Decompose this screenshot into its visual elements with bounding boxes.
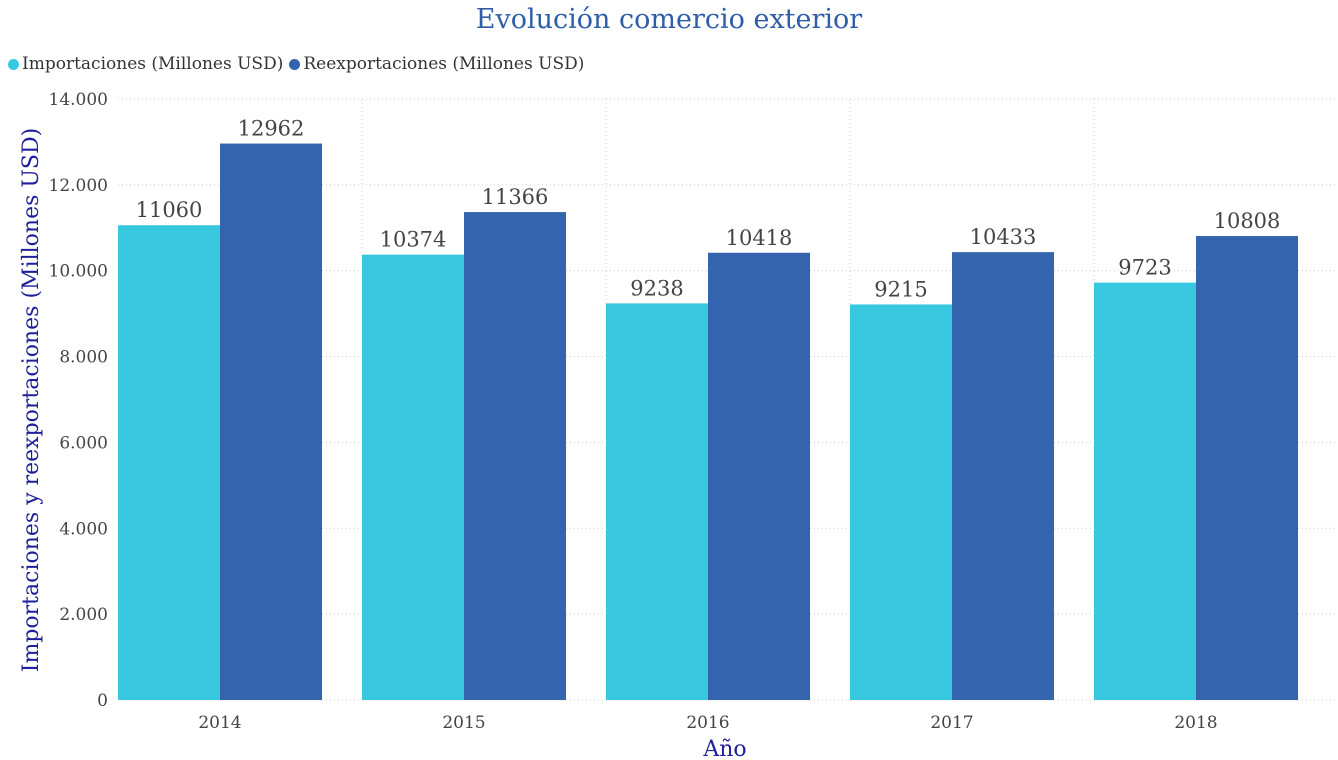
data-label: 10808 — [1214, 209, 1281, 233]
data-label: 10433 — [970, 225, 1037, 249]
bar-importaciones-2016[interactable] — [606, 303, 708, 700]
bar-reexportaciones-2017[interactable] — [952, 252, 1054, 700]
y-tick-label: 14.000 — [49, 90, 108, 110]
y-tick-label: 2.000 — [59, 605, 108, 625]
bar-reexportaciones-2014[interactable] — [220, 143, 322, 700]
data-labels: 11060 12962 10374 11366 9238 10418 9215 10433 97… — [136, 117, 1281, 302]
y-axis-title: Importaciones y reexportaciones (Millone… — [19, 128, 44, 672]
legend-label: Reexportaciones (Millones USD) — [303, 54, 585, 74]
x-tick-label: 2015 — [442, 713, 485, 733]
legend-dot-icon — [289, 58, 301, 70]
y-tick-label: 8.000 — [59, 348, 108, 368]
x-tick-label: 2017 — [930, 713, 973, 733]
legend: Importaciones (Millones USD) Reexportaci… — [8, 54, 590, 74]
data-label: 9238 — [630, 276, 683, 300]
x-tick-label: 2016 — [686, 713, 729, 733]
data-label: 10374 — [380, 228, 447, 252]
data-label: 12962 — [238, 117, 305, 141]
data-label: 11366 — [482, 185, 549, 209]
data-label: 9215 — [874, 277, 927, 301]
bar-importaciones-2018[interactable] — [1094, 282, 1196, 700]
data-label: 10418 — [726, 226, 793, 250]
chart-title: Evolución comercio exterior — [475, 4, 863, 35]
bar-reexportaciones-2016[interactable] — [708, 252, 810, 700]
y-tick-label: 12.000 — [49, 176, 108, 196]
bars — [118, 143, 1298, 700]
legend-item-importaciones[interactable]: Importaciones (Millones USD) — [8, 54, 283, 74]
x-axis-title: Año — [702, 737, 746, 760]
y-tick-label: 0 — [97, 691, 108, 711]
y-tick-label: 4.000 — [59, 519, 108, 539]
y-tick-label: 6.000 — [59, 433, 108, 453]
x-tick-label: 2018 — [1174, 713, 1217, 733]
legend-dot-icon — [8, 58, 19, 70]
bar-importaciones-2015[interactable] — [362, 254, 464, 700]
x-tick-label: 2014 — [198, 713, 241, 733]
bar-importaciones-2017[interactable] — [850, 304, 952, 700]
bar-reexportaciones-2018[interactable] — [1196, 236, 1298, 700]
data-label: 9723 — [1118, 256, 1171, 280]
ticks: 0 2.000 4.000 6.000 8.000 10.000 12.000 14.000 2… — [49, 90, 1218, 733]
data-label: 11060 — [136, 198, 203, 222]
legend-label: Importaciones (Millones USD) — [22, 54, 284, 74]
bar-reexportaciones-2015[interactable] — [464, 212, 566, 700]
legend-item-reexportaciones[interactable]: Reexportaciones (Millones USD) — [289, 54, 584, 74]
y-tick-label: 10.000 — [49, 262, 108, 282]
bar-importaciones-2014[interactable] — [118, 225, 220, 700]
